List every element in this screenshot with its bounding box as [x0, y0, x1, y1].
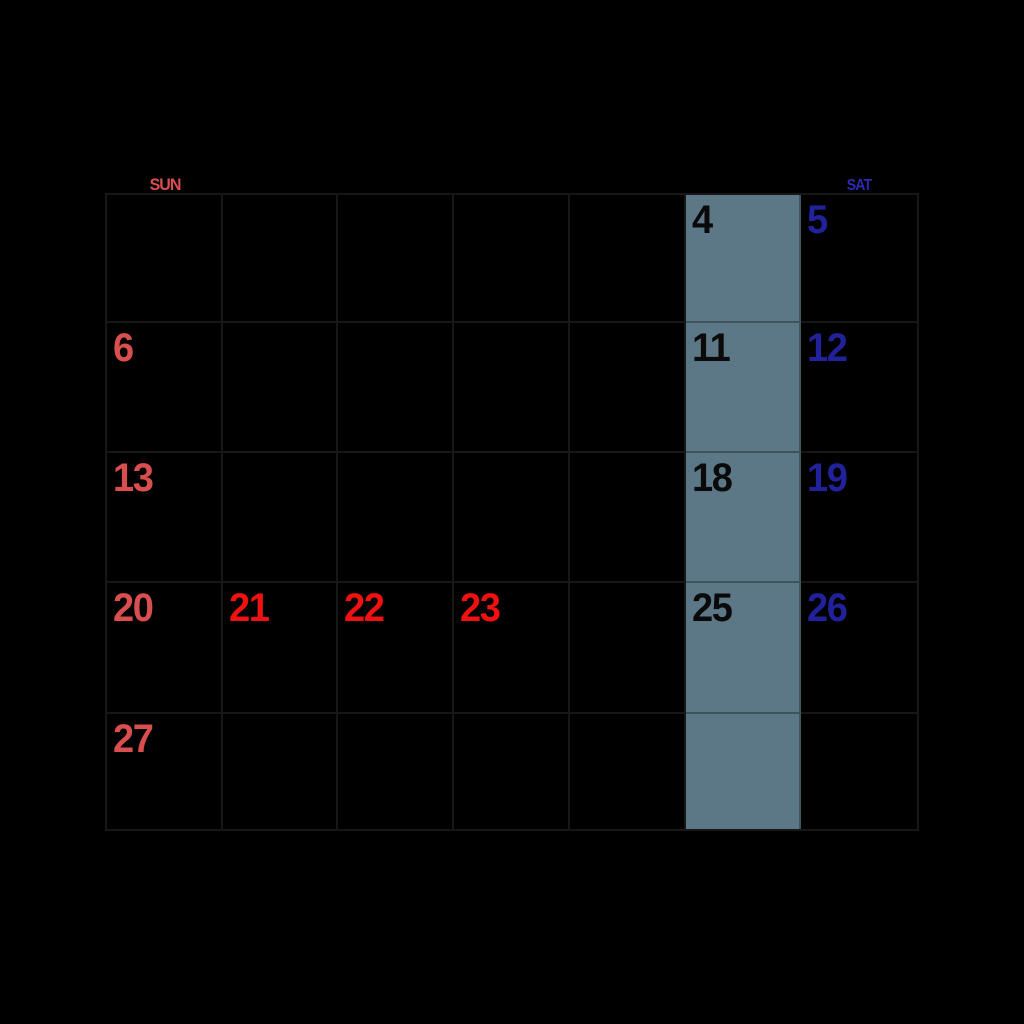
day-cell[interactable] — [222, 323, 339, 453]
day-number: 5 — [807, 198, 828, 242]
day-number: 23 — [460, 586, 501, 630]
day-cell[interactable]: 22 — [338, 583, 455, 714]
day-cell[interactable] — [338, 714, 455, 829]
day-cell[interactable] — [569, 583, 686, 714]
day-number: 22 — [344, 586, 385, 630]
day-cell[interactable] — [338, 453, 455, 583]
day-cell[interactable]: 21 — [222, 583, 339, 714]
day-number: 27 — [113, 717, 154, 761]
day-cell[interactable]: 19 — [801, 453, 917, 583]
day-number: 11 — [691, 326, 731, 370]
day-number: 26 — [807, 586, 848, 630]
day-cell[interactable]: 6 — [107, 323, 223, 453]
day-number: 12 — [807, 326, 848, 370]
day-number: 4 — [691, 198, 713, 242]
day-cell[interactable] — [338, 195, 455, 323]
day-cell[interactable] — [570, 714, 686, 829]
weekday-header-sat: SAT — [846, 177, 872, 194]
day-cell[interactable] — [107, 195, 223, 323]
day-number: 18 — [691, 456, 733, 500]
day-cell[interactable]: 20 — [107, 583, 223, 714]
day-cell-friday-highlight[interactable]: 25 — [685, 583, 802, 714]
day-number: 6 — [113, 326, 134, 370]
day-cell[interactable] — [569, 453, 686, 583]
day-cell-friday-highlight[interactable]: 4 — [685, 195, 802, 323]
day-number: 20 — [113, 586, 154, 630]
day-cell[interactable]: 23 — [454, 583, 570, 714]
day-number: 25 — [691, 586, 733, 630]
day-cell-friday-highlight[interactable]: 11 — [685, 323, 802, 453]
day-cell[interactable] — [454, 453, 570, 583]
calendar-grid: 4 5 6 11 12 13 18 19 20 21 22 23 25 — [107, 195, 917, 829]
day-cell[interactable]: 26 — [801, 583, 917, 714]
day-cell[interactable]: 27 — [107, 714, 223, 829]
day-cell[interactable] — [801, 714, 917, 829]
day-number: 19 — [807, 456, 848, 500]
day-cell[interactable] — [569, 323, 686, 453]
day-number: 21 — [228, 586, 270, 630]
day-cell[interactable] — [222, 195, 339, 323]
month-calendar: SUN SAT 4 5 6 11 12 13 18 1 — [105, 177, 919, 831]
day-cell[interactable] — [338, 323, 455, 453]
day-cell[interactable] — [569, 195, 686, 323]
day-cell[interactable]: 12 — [801, 323, 917, 453]
day-cell-friday-highlight[interactable]: 18 — [685, 453, 802, 583]
day-cell[interactable] — [223, 714, 339, 829]
day-cell[interactable] — [222, 453, 339, 583]
day-cell[interactable] — [454, 323, 570, 453]
day-cell[interactable] — [454, 195, 570, 323]
day-cell[interactable]: 13 — [107, 453, 223, 583]
day-cell[interactable] — [454, 714, 570, 829]
weekday-header-sun: SUN — [149, 176, 182, 195]
day-number: 13 — [113, 456, 154, 500]
day-cell-friday-highlight[interactable] — [685, 714, 802, 829]
day-cell[interactable]: 5 — [801, 195, 917, 323]
